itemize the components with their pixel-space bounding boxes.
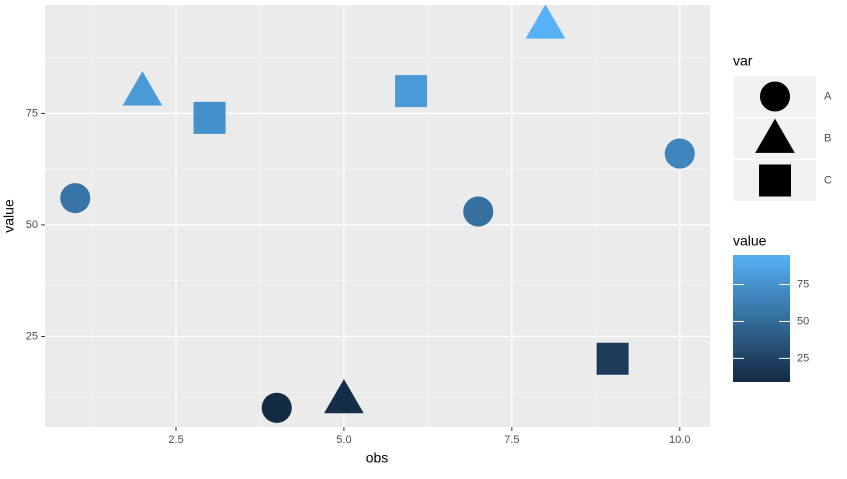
point (60, 183, 91, 214)
point (525, 4, 566, 39)
y-tick-label: 50 (26, 219, 38, 231)
colorbar (733, 255, 790, 382)
x-tick-label: 2.5 (168, 434, 183, 446)
x-tick-label: 10.0 (669, 434, 690, 446)
point (596, 342, 629, 375)
legend-symbol (759, 81, 791, 112)
legend-label: C (824, 174, 832, 186)
colorbar-label: 25 (797, 352, 809, 364)
legend-title: value (733, 233, 767, 249)
y-tick-label: 25 (26, 330, 38, 342)
legend-label: A (824, 90, 832, 102)
point (395, 75, 428, 108)
legend-symbol (759, 164, 791, 197)
point (261, 392, 292, 423)
x-tick-label: 5.0 (336, 434, 351, 446)
colorbar-label: 50 (797, 315, 809, 327)
point (463, 196, 494, 227)
legend-symbol (755, 118, 795, 153)
legend-title: var (733, 53, 753, 69)
point (122, 71, 163, 106)
y-axis-label: value (1, 199, 17, 233)
legend-label: B (824, 132, 831, 144)
y-tick-label: 75 (26, 107, 38, 119)
x-axis-label: obs (366, 450, 389, 466)
x-tick-label: 7.5 (504, 434, 519, 446)
point (193, 101, 226, 134)
point (324, 379, 364, 414)
point (664, 138, 695, 169)
colorbar-label: 75 (797, 278, 809, 290)
